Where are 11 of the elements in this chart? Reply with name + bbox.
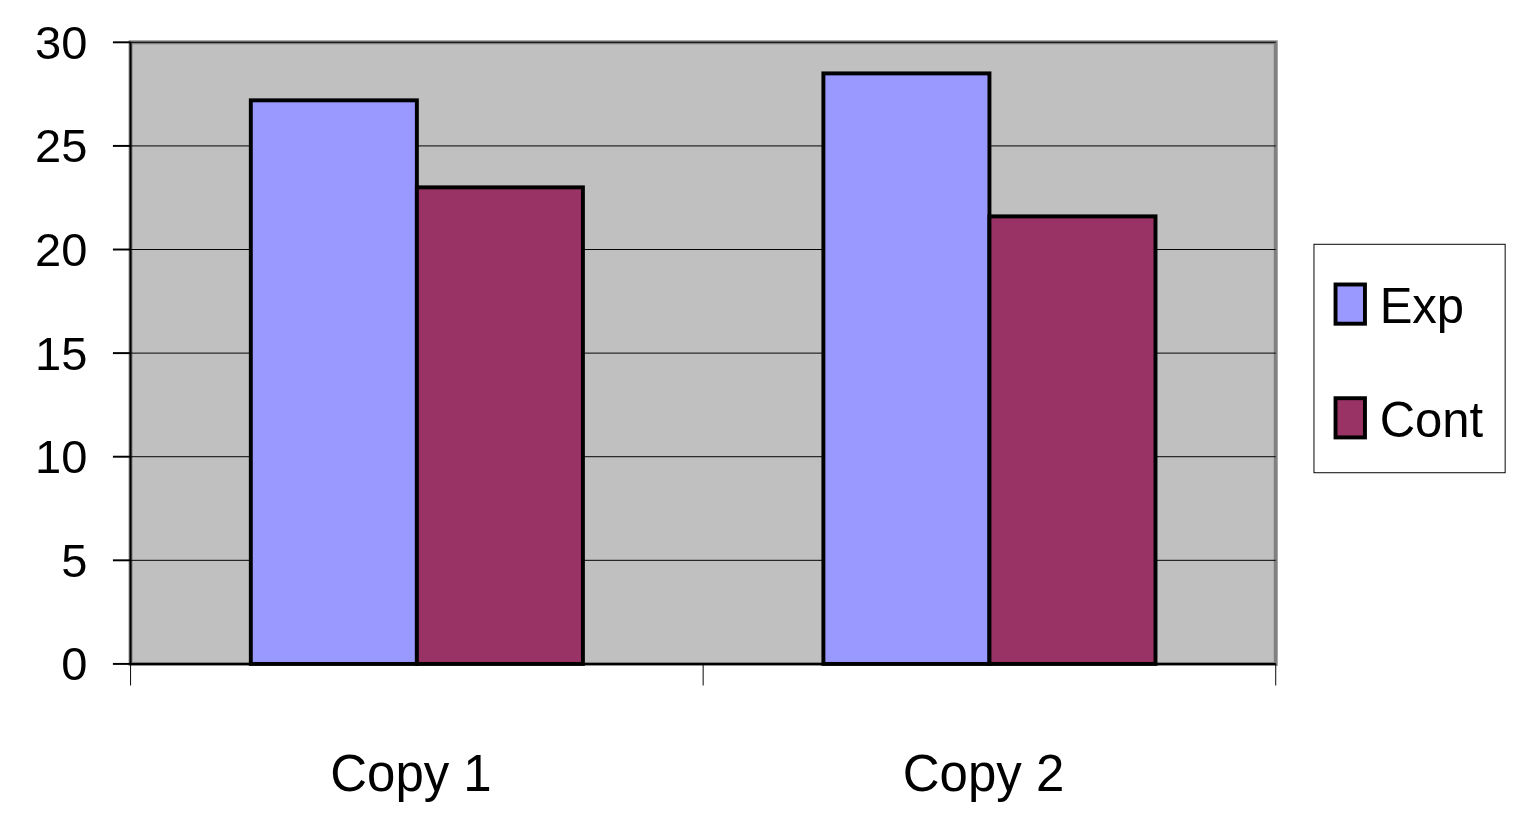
y-tick-label: 25	[35, 119, 88, 173]
y-tick-label: 15	[35, 326, 88, 380]
y-tick-label: 5	[61, 533, 88, 587]
legend-label: Exp	[1379, 279, 1465, 334]
x-tick-label: Copy 1	[330, 744, 492, 802]
y-tick-label: 10	[35, 430, 88, 484]
y-tick-label: 30	[35, 15, 88, 69]
y-tick-label: 20	[35, 222, 88, 276]
legend-label: Cont	[1379, 392, 1484, 447]
x-tick-label: Copy 2	[902, 744, 1065, 802]
y-tick-label: 0	[61, 637, 88, 691]
